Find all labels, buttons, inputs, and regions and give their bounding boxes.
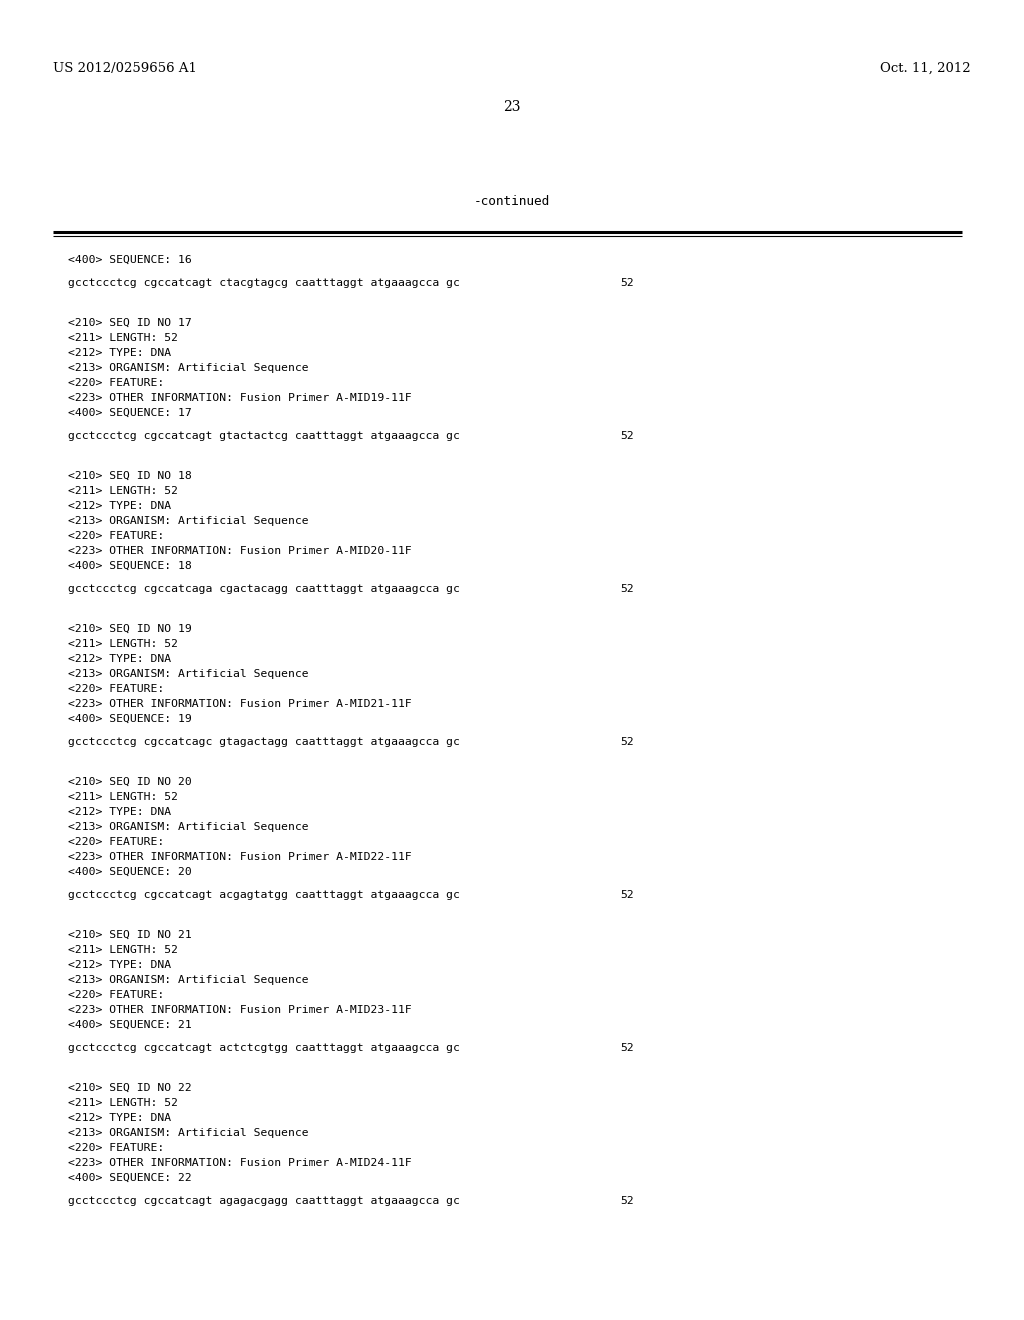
Text: <400> SEQUENCE: 17: <400> SEQUENCE: 17 — [68, 408, 191, 418]
Text: 52: 52 — [620, 890, 634, 900]
Text: gcctccctcg cgccatcagc gtagactagg caatttaggt atgaaagcca gc: gcctccctcg cgccatcagc gtagactagg caattta… — [68, 737, 460, 747]
Text: <220> FEATURE:: <220> FEATURE: — [68, 1143, 164, 1152]
Text: gcctccctcg cgccatcagt ctacgtagcg caatttaggt atgaaagcca gc: gcctccctcg cgccatcagt ctacgtagcg caattta… — [68, 279, 460, 288]
Text: <400> SEQUENCE: 20: <400> SEQUENCE: 20 — [68, 867, 191, 876]
Text: <213> ORGANISM: Artificial Sequence: <213> ORGANISM: Artificial Sequence — [68, 975, 308, 985]
Text: <210> SEQ ID NO 18: <210> SEQ ID NO 18 — [68, 471, 191, 480]
Text: Oct. 11, 2012: Oct. 11, 2012 — [881, 62, 971, 75]
Text: 52: 52 — [620, 432, 634, 441]
Text: <223> OTHER INFORMATION: Fusion Primer A-MID19-11F: <223> OTHER INFORMATION: Fusion Primer A… — [68, 393, 412, 403]
Text: <210> SEQ ID NO 20: <210> SEQ ID NO 20 — [68, 777, 191, 787]
Text: <220> FEATURE:: <220> FEATURE: — [68, 684, 164, 694]
Text: <400> SEQUENCE: 19: <400> SEQUENCE: 19 — [68, 714, 191, 723]
Text: <211> LENGTH: 52: <211> LENGTH: 52 — [68, 945, 178, 954]
Text: <210> SEQ ID NO 19: <210> SEQ ID NO 19 — [68, 624, 191, 634]
Text: 52: 52 — [620, 1043, 634, 1053]
Text: <212> TYPE: DNA: <212> TYPE: DNA — [68, 960, 171, 970]
Text: <220> FEATURE:: <220> FEATURE: — [68, 990, 164, 1001]
Text: <400> SEQUENCE: 18: <400> SEQUENCE: 18 — [68, 561, 191, 572]
Text: <210> SEQ ID NO 17: <210> SEQ ID NO 17 — [68, 318, 191, 327]
Text: 52: 52 — [620, 1196, 634, 1206]
Text: <223> OTHER INFORMATION: Fusion Primer A-MID23-11F: <223> OTHER INFORMATION: Fusion Primer A… — [68, 1005, 412, 1015]
Text: gcctccctcg cgccatcagt actctcgtgg caatttaggt atgaaagcca gc: gcctccctcg cgccatcagt actctcgtgg caattta… — [68, 1043, 460, 1053]
Text: -continued: -continued — [474, 195, 550, 209]
Text: <211> LENGTH: 52: <211> LENGTH: 52 — [68, 792, 178, 803]
Text: <212> TYPE: DNA: <212> TYPE: DNA — [68, 807, 171, 817]
Text: <210> SEQ ID NO 21: <210> SEQ ID NO 21 — [68, 931, 191, 940]
Text: <400> SEQUENCE: 22: <400> SEQUENCE: 22 — [68, 1173, 191, 1183]
Text: <213> ORGANISM: Artificial Sequence: <213> ORGANISM: Artificial Sequence — [68, 516, 308, 525]
Text: <211> LENGTH: 52: <211> LENGTH: 52 — [68, 1098, 178, 1107]
Text: gcctccctcg cgccatcaga cgactacagg caatttaggt atgaaagcca gc: gcctccctcg cgccatcaga cgactacagg caattta… — [68, 583, 460, 594]
Text: <212> TYPE: DNA: <212> TYPE: DNA — [68, 348, 171, 358]
Text: <213> ORGANISM: Artificial Sequence: <213> ORGANISM: Artificial Sequence — [68, 822, 308, 832]
Text: <213> ORGANISM: Artificial Sequence: <213> ORGANISM: Artificial Sequence — [68, 1129, 308, 1138]
Text: <223> OTHER INFORMATION: Fusion Primer A-MID22-11F: <223> OTHER INFORMATION: Fusion Primer A… — [68, 851, 412, 862]
Text: <211> LENGTH: 52: <211> LENGTH: 52 — [68, 486, 178, 496]
Text: <220> FEATURE:: <220> FEATURE: — [68, 378, 164, 388]
Text: 52: 52 — [620, 583, 634, 594]
Text: 52: 52 — [620, 279, 634, 288]
Text: gcctccctcg cgccatcagt gtactactcg caatttaggt atgaaagcca gc: gcctccctcg cgccatcagt gtactactcg caattta… — [68, 432, 460, 441]
Text: <210> SEQ ID NO 22: <210> SEQ ID NO 22 — [68, 1082, 191, 1093]
Text: <220> FEATURE:: <220> FEATURE: — [68, 531, 164, 541]
Text: <212> TYPE: DNA: <212> TYPE: DNA — [68, 502, 171, 511]
Text: <220> FEATURE:: <220> FEATURE: — [68, 837, 164, 847]
Text: gcctccctcg cgccatcagt agagacgagg caatttaggt atgaaagcca gc: gcctccctcg cgccatcagt agagacgagg caattta… — [68, 1196, 460, 1206]
Text: <211> LENGTH: 52: <211> LENGTH: 52 — [68, 333, 178, 343]
Text: 23: 23 — [503, 100, 521, 114]
Text: <223> OTHER INFORMATION: Fusion Primer A-MID21-11F: <223> OTHER INFORMATION: Fusion Primer A… — [68, 700, 412, 709]
Text: <212> TYPE: DNA: <212> TYPE: DNA — [68, 1113, 171, 1123]
Text: <223> OTHER INFORMATION: Fusion Primer A-MID24-11F: <223> OTHER INFORMATION: Fusion Primer A… — [68, 1158, 412, 1168]
Text: US 2012/0259656 A1: US 2012/0259656 A1 — [53, 62, 197, 75]
Text: <212> TYPE: DNA: <212> TYPE: DNA — [68, 653, 171, 664]
Text: gcctccctcg cgccatcagt acgagtatgg caatttaggt atgaaagcca gc: gcctccctcg cgccatcagt acgagtatgg caattta… — [68, 890, 460, 900]
Text: <213> ORGANISM: Artificial Sequence: <213> ORGANISM: Artificial Sequence — [68, 363, 308, 374]
Text: <213> ORGANISM: Artificial Sequence: <213> ORGANISM: Artificial Sequence — [68, 669, 308, 678]
Text: <400> SEQUENCE: 16: <400> SEQUENCE: 16 — [68, 255, 191, 265]
Text: <400> SEQUENCE: 21: <400> SEQUENCE: 21 — [68, 1020, 191, 1030]
Text: <223> OTHER INFORMATION: Fusion Primer A-MID20-11F: <223> OTHER INFORMATION: Fusion Primer A… — [68, 546, 412, 556]
Text: 52: 52 — [620, 737, 634, 747]
Text: <211> LENGTH: 52: <211> LENGTH: 52 — [68, 639, 178, 649]
